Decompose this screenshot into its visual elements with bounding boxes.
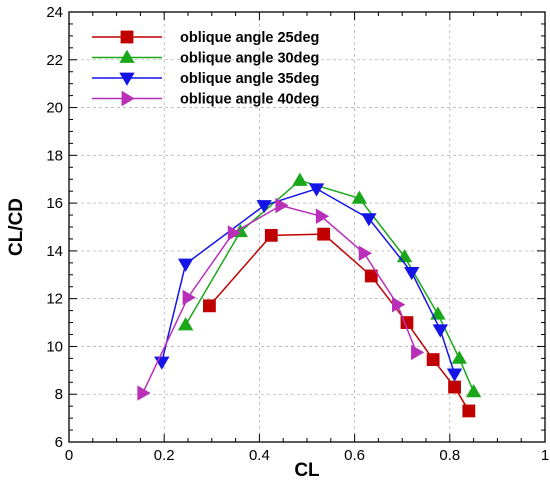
data-point-triangle-right [137,385,151,401]
series-4 [137,197,425,401]
data-point-triangle-down [446,368,463,382]
data-point-triangle-down [256,200,272,214]
grid-lines [69,12,545,442]
data-point-triangle-right [121,90,135,107]
legend-item-3: oblique angle 35deg [92,71,319,87]
y-tick-label: 8 [55,386,63,403]
x-tick-label: 0.8 [439,447,460,464]
legend-item-1: oblique angle 25deg [92,30,319,46]
data-point-triangle-up [451,350,468,364]
data-point-triangle-up [430,306,446,320]
data-point-square [426,353,440,366]
data-point-square [203,299,216,313]
data-point-triangle-right [411,344,425,361]
x-tick-label: 1 [541,447,549,464]
series-line [161,187,456,375]
series-line [142,204,418,394]
series-1 [203,227,476,418]
data-point-triangle-right [315,208,330,224]
y-tick-label: 16 [46,195,63,212]
data-point-triangle-right [227,225,242,241]
data-point-square [264,228,278,242]
data-point-square [448,380,461,394]
data-point-triangle-right [275,197,289,214]
y-axis-title: CL/CD [6,198,27,256]
data-point-triangle-up [119,49,135,63]
data-point-triangle-right [392,296,406,313]
y-tick-label: 24 [46,4,63,21]
data-point-triangle-down [119,72,135,86]
data-point-triangle-right [358,245,372,261]
legend-item-4: oblique angle 40deg [92,90,319,108]
data-point-triangle-up [351,190,368,204]
y-tick-label: 10 [46,338,63,355]
legend-label: oblique angle 30deg [180,51,319,67]
axis-ticks [68,11,546,443]
legend-label: oblique angle 40deg [180,92,319,108]
y-tick-label: 14 [46,243,63,260]
y-tick-label: 20 [46,100,63,117]
x-axis-title: CL [294,460,320,481]
series-3 [154,183,463,382]
data-point-triangle-up [292,172,308,186]
data-point-triangle-down [404,266,420,281]
y-tick-label: 12 [46,291,63,308]
data-point-square [120,30,134,44]
data-point-triangle-up [177,317,194,331]
data-point-triangle-down [361,213,377,227]
x-tick-label: 0 [65,447,73,464]
x-tick-label: 0.6 [344,447,365,464]
series-line [208,233,470,412]
legend-item-2: oblique angle 30deg [92,49,319,67]
y-tick-label: 22 [46,52,63,69]
data-point-triangle-right [182,289,196,306]
data-point-triangle-up [465,384,482,398]
y-tick-label: 18 [46,147,63,164]
data-point-square [317,227,331,241]
legend: oblique angle 25deg oblique angle 30deg ob… [92,30,319,108]
y-tick-label: 6 [55,434,63,451]
data-point-square [462,404,476,418]
data-point-triangle-down [432,324,448,338]
data-point-triangle-down [308,183,325,197]
legend-label: oblique angle 25deg [180,30,319,46]
data-point-square [364,269,378,283]
data-point-triangle-down [177,258,194,272]
x-tick-label: 0.4 [249,447,270,464]
x-tick-label: 0.2 [154,447,175,464]
legend-label: oblique angle 35deg [180,71,319,87]
series-layer [137,172,482,418]
